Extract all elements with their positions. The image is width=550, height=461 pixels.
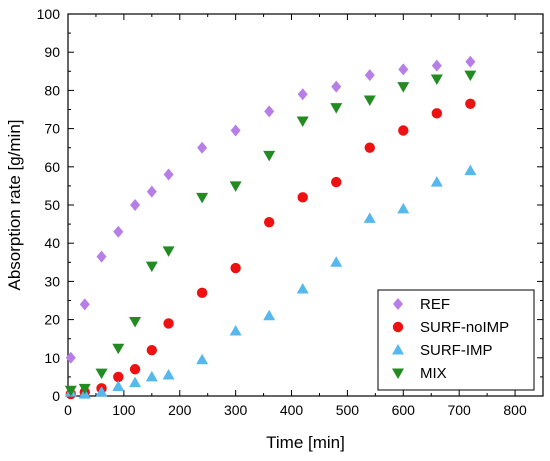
point-ref bbox=[96, 250, 107, 263]
point-surf-imp bbox=[363, 212, 376, 223]
x-tick-label: 300 bbox=[224, 402, 248, 418]
point-mix bbox=[129, 317, 142, 328]
legend-label-mix: MIX bbox=[420, 365, 447, 382]
y-tick-label: 40 bbox=[44, 235, 60, 251]
legend-marker-surf-noimp bbox=[392, 321, 404, 333]
point-surf-noimp bbox=[465, 98, 476, 109]
point-surf-noimp bbox=[364, 142, 375, 153]
point-surf-noimp bbox=[230, 262, 241, 274]
tick-labels: 0 100 200 300 400 500 600 700 800 0 10 20 30 40 50 60 70… bbox=[37, 6, 527, 418]
point-mix bbox=[464, 70, 477, 82]
y-tick-label: 20 bbox=[44, 312, 60, 328]
point-surf-imp bbox=[196, 353, 209, 365]
point-surf-imp bbox=[330, 256, 343, 267]
axis-ticks bbox=[67, 13, 543, 397]
y-tick-label: 10 bbox=[44, 350, 60, 366]
point-ref bbox=[465, 55, 476, 68]
point-mix bbox=[363, 95, 376, 106]
point-surf-noimp bbox=[263, 216, 275, 228]
point-surf-imp bbox=[296, 283, 309, 294]
point-surf-imp bbox=[397, 202, 410, 214]
legend-label-surf-noimp: SURF-noIMP bbox=[420, 319, 509, 336]
point-ref bbox=[264, 105, 275, 118]
point-surf-noimp bbox=[331, 176, 342, 188]
y-tick-label: 50 bbox=[44, 197, 60, 213]
point-mix bbox=[430, 74, 443, 85]
x-tick-label: 700 bbox=[447, 402, 471, 418]
point-ref bbox=[163, 168, 174, 181]
point-mix bbox=[263, 150, 276, 162]
legend: REF SURF-noIMP SURF-IMP MIX bbox=[377, 289, 535, 391]
point-ref bbox=[331, 80, 342, 93]
point-surf-imp bbox=[112, 380, 125, 391]
point-surf-imp bbox=[464, 164, 477, 176]
point-mix bbox=[330, 103, 343, 114]
point-ref bbox=[79, 298, 90, 311]
point-ref bbox=[398, 63, 409, 76]
point-ref bbox=[297, 88, 308, 101]
point-mix bbox=[64, 385, 77, 397]
x-tick-label: 0 bbox=[64, 402, 72, 418]
x-tick-label: 500 bbox=[336, 402, 360, 418]
y-axis-title: Absorption rate [g/min] bbox=[5, 119, 24, 290]
point-ref bbox=[113, 225, 124, 238]
point-surf-noimp bbox=[163, 318, 174, 329]
x-tick-label: 400 bbox=[280, 402, 304, 418]
y-tick-label: 90 bbox=[44, 44, 60, 60]
point-surf-imp bbox=[145, 370, 158, 382]
point-surf-imp bbox=[95, 386, 108, 397]
point-surf-noimp bbox=[431, 108, 443, 119]
point-surf-noimp bbox=[196, 287, 208, 299]
y-tick-label: 70 bbox=[44, 121, 60, 137]
point-ref bbox=[197, 141, 208, 154]
y-tick-label: 0 bbox=[52, 388, 60, 404]
point-ref bbox=[130, 199, 141, 211]
point-mix bbox=[112, 343, 125, 355]
y-tick-label: 80 bbox=[44, 82, 60, 98]
legend-label-ref: REF bbox=[420, 296, 450, 313]
y-tick-label: 60 bbox=[44, 159, 60, 175]
point-ref bbox=[431, 59, 442, 72]
point-mix bbox=[229, 181, 242, 192]
point-surf-imp bbox=[129, 376, 142, 388]
point-surf-noimp bbox=[398, 125, 409, 136]
point-mix bbox=[95, 368, 108, 380]
x-tick-label: 200 bbox=[168, 402, 192, 418]
point-surf-noimp bbox=[113, 371, 124, 383]
legend-box bbox=[377, 289, 535, 391]
point-mix bbox=[145, 261, 158, 273]
point-surf-imp bbox=[229, 325, 242, 336]
y-tick-label: 100 bbox=[37, 6, 61, 22]
x-tick-label: 100 bbox=[112, 402, 136, 418]
point-mix bbox=[397, 82, 410, 93]
point-surf-noimp bbox=[146, 344, 158, 356]
legend-marker-ref bbox=[393, 298, 403, 310]
point-ref bbox=[65, 351, 76, 364]
legend-label-surf-imp: SURF-IMP bbox=[420, 342, 493, 359]
point-ref bbox=[146, 185, 157, 198]
x-tick-label: 800 bbox=[503, 402, 527, 418]
point-surf-imp bbox=[263, 309, 276, 321]
point-mix bbox=[162, 246, 175, 257]
data-points bbox=[64, 55, 477, 400]
point-ref bbox=[364, 69, 375, 82]
point-mix bbox=[296, 116, 309, 127]
point-surf-imp bbox=[162, 368, 175, 380]
x-axis-title: Time [min] bbox=[266, 433, 345, 452]
point-mix bbox=[78, 383, 91, 395]
y-tick-label: 30 bbox=[44, 273, 60, 289]
point-ref bbox=[230, 124, 241, 137]
x-tick-label: 600 bbox=[392, 402, 416, 418]
point-surf-imp bbox=[430, 176, 443, 187]
legend-marker-mix bbox=[392, 368, 404, 379]
point-mix bbox=[196, 192, 209, 204]
legend-marker-surf-imp bbox=[392, 344, 404, 355]
point-surf-noimp bbox=[297, 192, 308, 203]
point-surf-noimp bbox=[129, 364, 141, 375]
